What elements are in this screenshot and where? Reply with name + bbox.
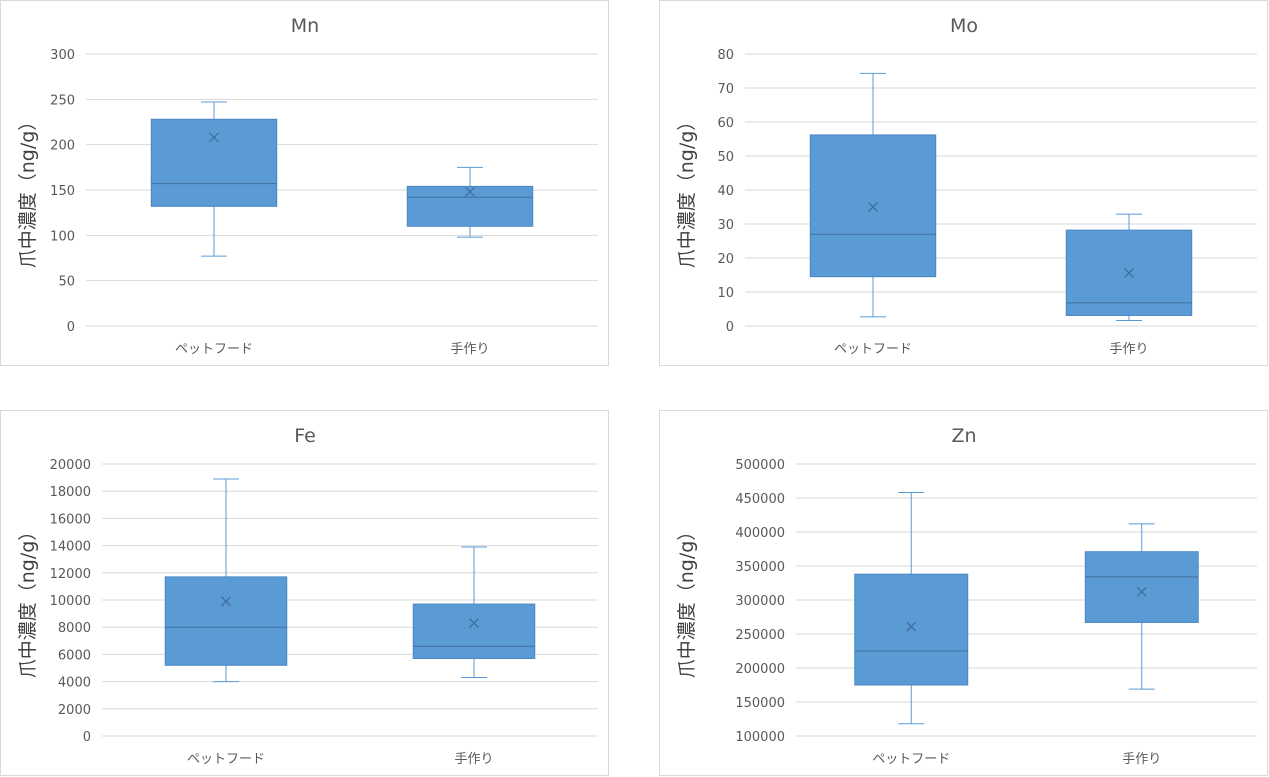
y-tick-label: 40: [717, 184, 734, 199]
y-tick-label: 60: [717, 116, 734, 131]
y-tick-label: 400000: [735, 526, 785, 541]
y-tick-label: 10: [717, 286, 734, 301]
x-category-label: 手作り: [454, 752, 493, 767]
y-tick-label: 0: [726, 320, 734, 335]
iqr-box: [412, 603, 536, 659]
box-plot-1: [809, 72, 937, 318]
iqr-box: [854, 573, 969, 686]
x-category-label: ペットフード: [834, 342, 912, 357]
y-tick-label: 16000: [50, 512, 91, 527]
y-tick-label: 18000: [50, 485, 91, 500]
y-tick-label: 250000: [735, 628, 785, 643]
y-tick-label: 50: [58, 275, 75, 290]
chart-title: Zn: [951, 425, 976, 447]
mean-marker: [1136, 586, 1147, 597]
y-tick-label: 350000: [735, 560, 785, 575]
box-plot-2: [1065, 213, 1193, 322]
y-tick-label: 200000: [735, 662, 785, 677]
chart-panel-zn: Zn 爪中濃度（ng/g） 100000 150000 200000 250000 3000…: [659, 410, 1268, 776]
x-category-label: 手作り: [1122, 752, 1161, 767]
y-tick-label: 20: [717, 252, 734, 267]
chart-panel-mn: Mn 爪中濃度（ng/g） 0 50 100 150 200 250 300 ペットフード 手作り: [0, 0, 609, 366]
chart-title: Mn: [291, 15, 319, 37]
y-tick-label: 100000: [735, 730, 785, 745]
y-tick-label: 200: [50, 139, 75, 154]
box-plot-2: [412, 546, 536, 679]
box-plot-1: [854, 492, 969, 725]
box-plot-2: [406, 166, 534, 238]
y-tick-label: 300000: [735, 594, 785, 609]
y-axis-label: 爪中濃度（ng/g）: [676, 522, 698, 679]
box-plot-1: [164, 478, 288, 683]
iqr-box: [164, 576, 288, 666]
iqr-box: [150, 118, 278, 207]
y-tick-label: 70: [717, 82, 734, 97]
y-tick-label: 10000: [50, 594, 91, 609]
chart-title: Mo: [950, 15, 978, 37]
y-tick-label: 450000: [735, 492, 785, 507]
y-tick-label: 12000: [50, 567, 91, 582]
x-category-label: ペットフード: [175, 342, 253, 357]
chart-panel-fe: Fe 爪中濃度（ng/g） 0 2000 4000 6000 8000 10000 12000 1…: [0, 410, 609, 776]
y-tick-label: 6000: [58, 648, 91, 663]
y-axis-label: 爪中濃度（ng/g）: [17, 112, 39, 269]
x-category-label: 手作り: [1109, 342, 1148, 357]
y-axis-label: 爪中濃度（ng/g）: [676, 112, 698, 269]
x-category-label: ペットフード: [872, 752, 950, 767]
mean-marker: [209, 132, 219, 143]
y-tick-label: 4000: [58, 676, 91, 691]
y-tick-label: 0: [83, 730, 91, 745]
mean-marker: [1124, 268, 1134, 278]
y-tick-label: 500000: [735, 458, 785, 473]
y-axis-label: 爪中濃度（ng/g）: [17, 522, 39, 679]
x-category-label: ペットフード: [187, 752, 265, 767]
chart-panel-mo: Mo 爪中濃度（ng/g） 0 10 20 30 40 50 60 70 80 ペットフード 手作り: [659, 0, 1268, 366]
mean-marker: [221, 596, 231, 607]
y-tick-label: 2000: [58, 703, 91, 718]
y-tick-label: 80: [717, 48, 734, 63]
y-tick-label: 20000: [50, 458, 91, 473]
mean-marker: [868, 202, 878, 212]
mean-marker: [469, 618, 479, 629]
box-plot-2: [1084, 523, 1199, 690]
y-tick-label: 8000: [58, 621, 91, 636]
y-tick-label: 0: [67, 320, 75, 335]
y-tick-label: 150000: [735, 696, 785, 711]
y-tick-label: 300: [50, 48, 75, 63]
mean-marker: [906, 621, 917, 632]
x-category-label: 手作り: [450, 342, 489, 357]
y-tick-label: 100: [50, 229, 75, 244]
chart-title: Fe: [294, 425, 316, 447]
y-tick-label: 50: [717, 150, 734, 165]
iqr-box: [809, 134, 937, 278]
y-tick-label: 150: [50, 184, 75, 199]
y-tick-label: 30: [717, 218, 734, 233]
y-tick-label: 14000: [50, 540, 91, 555]
box-plot-1: [150, 101, 278, 257]
mean-marker: [465, 186, 475, 197]
iqr-box: [1084, 551, 1199, 623]
iqr-box: [406, 185, 534, 227]
y-tick-label: 250: [50, 93, 75, 108]
